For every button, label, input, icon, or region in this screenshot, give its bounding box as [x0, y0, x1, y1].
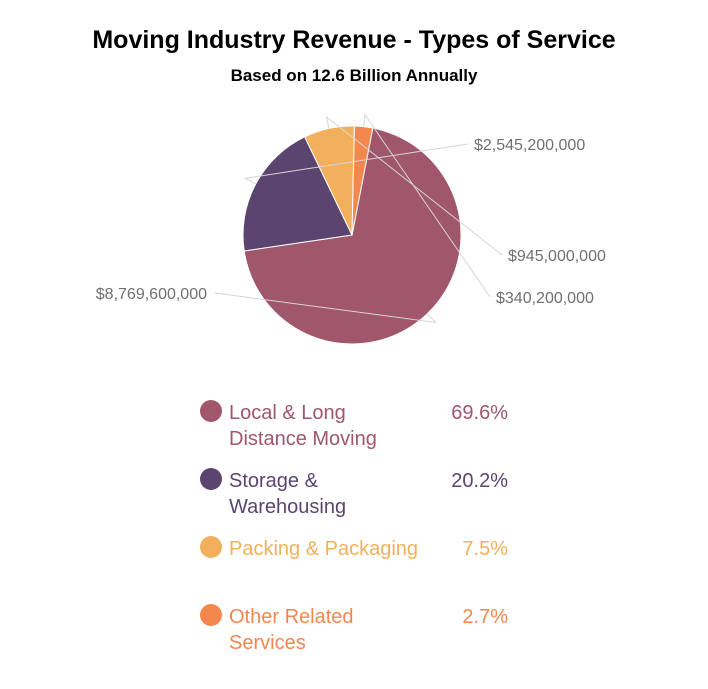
chart-subtitle: Based on 12.6 Billion Annually	[230, 66, 478, 85]
pie-slice-local-long-distance[interactable]	[243, 127, 462, 345]
pie-chart: $8,769,600,000 $2,545,200,000 $945,000,000…	[96, 113, 606, 345]
legend-label: Storage & Warehousing	[229, 470, 347, 518]
legend-marker	[200, 604, 222, 626]
legend-percent: 69.6%	[451, 402, 508, 424]
connector-storage-warehousing	[243, 143, 469, 185]
legend-marker	[200, 400, 222, 422]
legend: Local & Long Distance Moving 69.6% Stora…	[198, 398, 518, 670]
connector-packing-packaging	[325, 115, 503, 256]
legend-percent: 7.5%	[462, 538, 508, 560]
chart-title: Moving Industry Revenue - Types of Servi…	[92, 26, 616, 54]
legend-percent: 2.7%	[462, 606, 508, 628]
legend-label: Packing & Packaging	[229, 538, 419, 560]
legend-item[interactable]: Local & Long Distance Moving 69.6%	[198, 398, 518, 466]
legend-marker	[200, 468, 222, 490]
connector-other-related-services	[363, 113, 491, 298]
legend-label: Other Related Services	[229, 606, 354, 654]
pie-slice-other-related-services[interactable]	[351, 125, 374, 236]
data-label-local-long-distance: $8,769,600,000	[96, 286, 207, 303]
legend-item[interactable]: Other Related Services 2.7%	[198, 602, 518, 670]
data-labels: $8,769,600,000 $2,545,200,000 $945,000,000…	[96, 137, 606, 307]
legend-label: Local & Long Distance Moving	[229, 402, 377, 450]
data-label-connectors	[214, 113, 503, 324]
legend-percent: 20.2%	[451, 470, 508, 492]
legend-item[interactable]: Storage & Warehousing 20.2%	[198, 466, 518, 534]
connector-local-long-distance	[214, 292, 437, 324]
data-label-packing-packaging: $945,000,000	[508, 248, 606, 265]
data-label-storage-warehousing: $2,545,200,000	[474, 137, 585, 154]
legend-marker	[200, 536, 222, 558]
legend-item[interactable]: Packing & Packaging 7.5%	[198, 534, 518, 602]
data-label-other-related-services: $340,200,000	[496, 290, 594, 307]
